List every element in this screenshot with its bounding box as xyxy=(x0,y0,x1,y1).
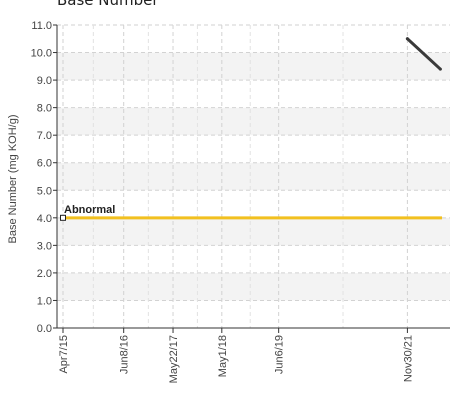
background-band xyxy=(57,80,450,108)
y-tick-label: 2.0 xyxy=(37,268,52,280)
y-tick-label: 9.0 xyxy=(37,75,52,87)
y-axis-ticks: 0.0 1.0 2.0 3.0 4.0 5.0 6.0 7.0 8.0 9.0 10.0 11.0 xyxy=(31,20,57,335)
x-tick-label: May1/18 xyxy=(217,335,229,377)
chart-title: Base Number xyxy=(57,0,159,9)
x-tick-label: Nov30/21 xyxy=(402,335,414,382)
threshold-lines: Abnormal xyxy=(60,204,442,221)
background-band xyxy=(57,107,450,136)
y-tick-label: 0.0 xyxy=(37,323,52,335)
data-series xyxy=(405,37,442,71)
background-band xyxy=(57,162,450,191)
background-band xyxy=(57,25,450,53)
y-tick-label: 8.0 xyxy=(37,103,52,115)
y-tick-label: 1.0 xyxy=(37,295,52,307)
x-tick-label: Apr7/15 xyxy=(58,335,70,374)
background-band xyxy=(57,217,450,246)
y-tick-label: 11.0 xyxy=(31,20,52,32)
data-point xyxy=(405,37,409,41)
threshold-marker xyxy=(60,214,66,221)
y-tick-label: 10.0 xyxy=(31,48,52,60)
y-tick-label: 7.0 xyxy=(37,130,52,142)
background-band xyxy=(57,272,450,301)
x-tick-label: Jun8/16 xyxy=(119,335,131,374)
background-band xyxy=(57,52,450,81)
x-tick-label: May22/17 xyxy=(168,335,180,383)
axes xyxy=(56,25,450,329)
y-tick-label: 3.0 xyxy=(37,240,52,252)
y-tick-label: 6.0 xyxy=(37,158,52,170)
background-band xyxy=(57,300,450,328)
threshold-label: Abnormal xyxy=(64,204,115,216)
y-tick-label: 4.0 xyxy=(37,213,52,225)
grid-lines xyxy=(57,24,450,328)
background-band xyxy=(57,135,450,163)
y-tick-label: 5.0 xyxy=(37,185,52,197)
background-bands xyxy=(57,25,450,328)
series-line xyxy=(405,37,442,71)
background-band xyxy=(57,190,450,218)
x-tick-label: Jun6/19 xyxy=(274,335,286,374)
x-axis-ticks: Apr7/15 Jun8/16 May22/17 May1/18 Jun6/19 Nov3… xyxy=(58,328,414,383)
background-band xyxy=(57,245,450,273)
y-axis-label: Base Number (mg KOH/g) xyxy=(7,115,19,244)
data-point xyxy=(438,67,442,71)
